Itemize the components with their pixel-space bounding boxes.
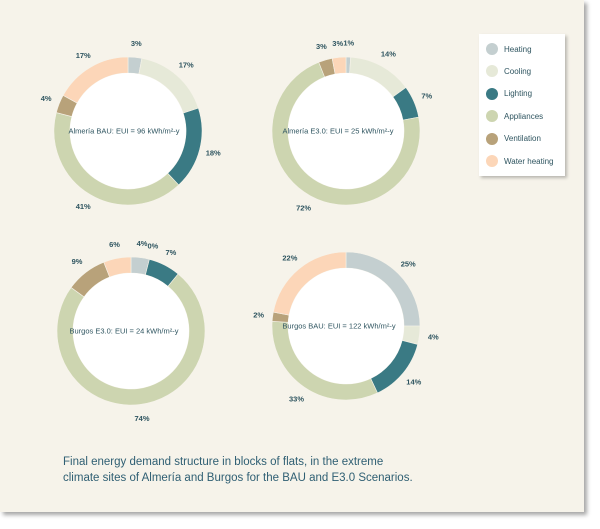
legend-swatch <box>486 65 498 78</box>
chart-title: Almería BAU: EUI = 96 kWh/m²-y <box>68 127 179 136</box>
slice-value-label: 9% <box>72 257 83 266</box>
legend-item-lighting: Lighting <box>486 86 532 102</box>
caption-line-2: climate sites of Almería and Burgos for … <box>63 472 413 484</box>
slice-value-label: 4% <box>41 94 52 103</box>
donut-chart-4: 25% 4% 14% 33% 2% 22% Burgos BAU: EUI = 122 kW… <box>253 251 439 403</box>
slice-value-label: 17% <box>179 60 194 69</box>
legend-label: Lighting <box>504 89 533 99</box>
legend-item-appliances: Appliances <box>486 108 543 124</box>
slice-value-label: 18% <box>206 148 221 157</box>
donut-chart-1: 3% 17% 18% 41% 4% 17% Almería BAU: EUI = 96 kW… <box>41 39 221 211</box>
slice-value-label: 41% <box>76 202 91 211</box>
donut-chart-3: 4% 0% 7% 74% 9% 6% Burgos E3.0: EUI = 24 kWh/m… <box>56 239 206 423</box>
legend-item-cooling: Cooling <box>486 63 531 79</box>
slice-value-label: 4% <box>137 239 148 248</box>
legend-swatch <box>486 155 498 167</box>
slice-value-label: 0% <box>147 241 158 250</box>
donut-hole <box>73 273 189 389</box>
legend-label: Heating <box>504 44 532 54</box>
donut-chart-2: 1% 14% 7% 72% 3% 3% Almería E3.0: EUI = 25 kWh… <box>271 39 433 213</box>
slice-value-label: 7% <box>166 248 177 257</box>
slice-value-label: 3% <box>332 39 343 48</box>
legend-label: Cooling <box>504 66 532 76</box>
legend-label: Water heating <box>504 156 554 166</box>
caption-line-1: Final energy demand structure in blocks … <box>63 456 384 468</box>
slice-value-label: 17% <box>76 51 91 60</box>
donut-hole <box>288 73 404 189</box>
legend-item-heating: Heating <box>486 41 532 57</box>
slice-value-label: 14% <box>381 49 396 58</box>
legend-swatch <box>486 110 498 123</box>
donut-hole <box>288 268 404 384</box>
legend-swatch <box>486 132 498 145</box>
legend-label: Appliances <box>504 111 544 121</box>
slice-value-label: 4% <box>428 333 439 342</box>
legend-swatch <box>486 87 498 100</box>
slice-value-label: 1% <box>343 39 354 48</box>
legend-item-ventilation: Ventilation <box>486 131 541 147</box>
slice-value-label: 3% <box>316 42 327 51</box>
legend-label: Ventilation <box>504 134 541 144</box>
slice-value-label: 22% <box>282 254 297 263</box>
caption: Final energy demand structure in blocks … <box>63 454 543 486</box>
chart-title: Almería E3.0: EUI = 25 kWh/m²-y <box>282 127 393 136</box>
slice-value-label: 3% <box>131 39 142 48</box>
chart-title: Burgos E3.0: EUI = 24 kWh/m²-y <box>70 327 179 336</box>
slice-value-label: 72% <box>296 204 311 213</box>
slice-value-label: 14% <box>406 378 421 387</box>
slice-value-label: 6% <box>109 240 120 249</box>
legend-swatch <box>486 43 498 55</box>
legend: Heating Cooling Lighting Appliances Ventilat… <box>479 34 565 176</box>
slice-value-label: 7% <box>421 92 432 101</box>
chart-title: Burgos BAU: EUI = 122 kWh/m²-y <box>282 322 395 331</box>
legend-item-water-heating: Water heating <box>486 153 554 169</box>
slice-value-label: 25% <box>401 259 416 268</box>
slice-value-label: 33% <box>289 394 304 403</box>
slice-value-label: 74% <box>135 414 150 423</box>
donut-hole <box>70 73 186 189</box>
slice-value-label: 2% <box>253 310 264 319</box>
